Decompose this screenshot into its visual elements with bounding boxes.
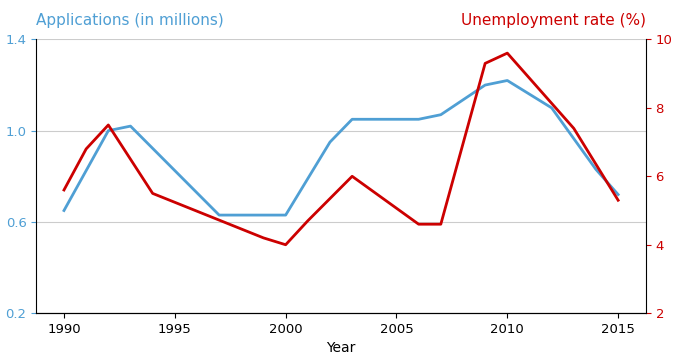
Text: Applications (in millions): Applications (in millions)	[37, 13, 224, 29]
Text: Unemployment rate (%): Unemployment rate (%)	[461, 13, 646, 29]
X-axis label: Year: Year	[326, 342, 356, 356]
